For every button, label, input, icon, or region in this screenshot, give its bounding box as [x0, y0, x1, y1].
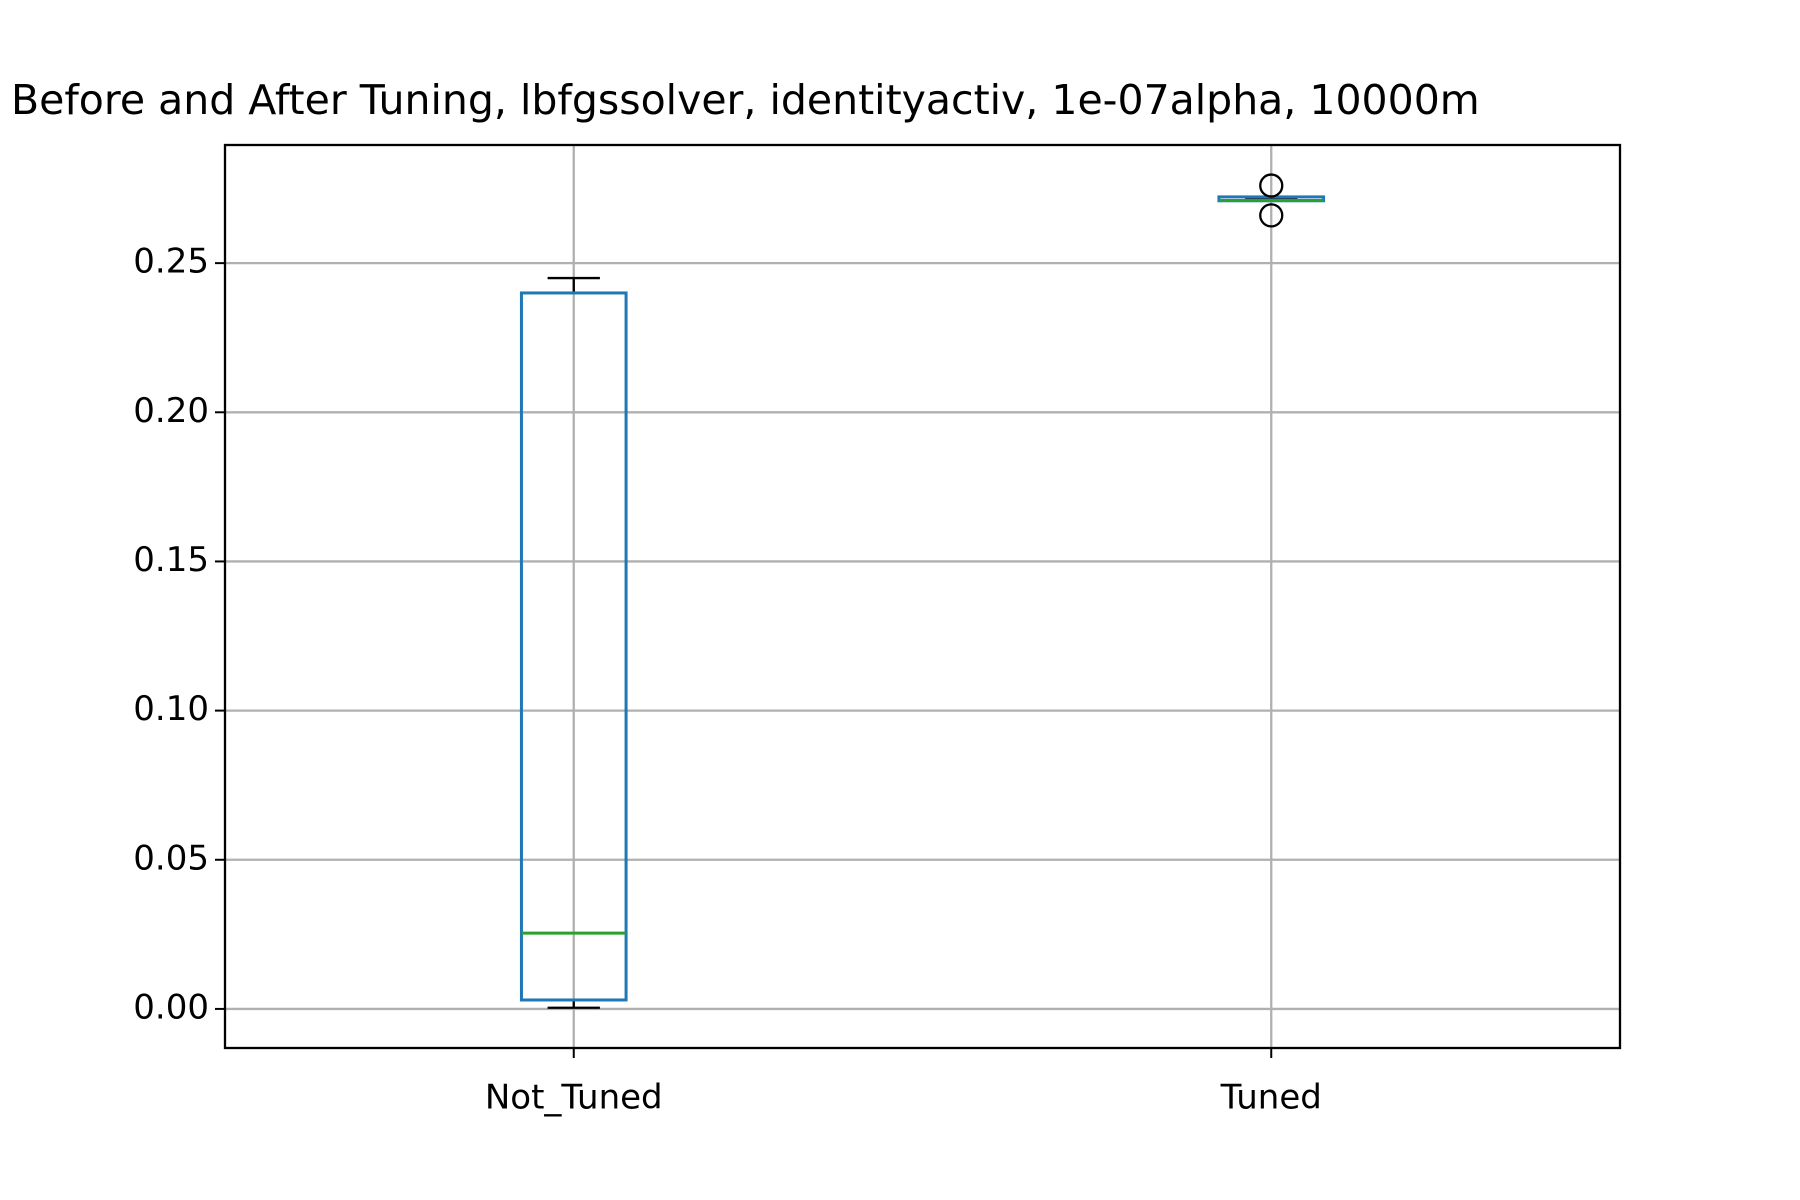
y-tick-label: 0.20 — [133, 391, 209, 431]
x-tick-label: Tuned — [1220, 1078, 1322, 1118]
outlier — [1259, 173, 1284, 198]
y-tick-label: 0.25 — [133, 242, 209, 282]
y-tick-label: 0.05 — [133, 838, 209, 878]
y-tick-label: 0.15 — [133, 540, 209, 580]
y-tick-label: 0.10 — [133, 689, 209, 729]
chart-title: Before and After Tuning, lbfgssolver, id… — [11, 76, 1480, 124]
x-tick-label: Not_Tuned — [485, 1078, 663, 1118]
y-tick-label: 0.00 — [133, 987, 209, 1027]
plot-frame — [223, 143, 1622, 1050]
outlier — [1259, 203, 1284, 228]
box — [519, 291, 628, 1002]
